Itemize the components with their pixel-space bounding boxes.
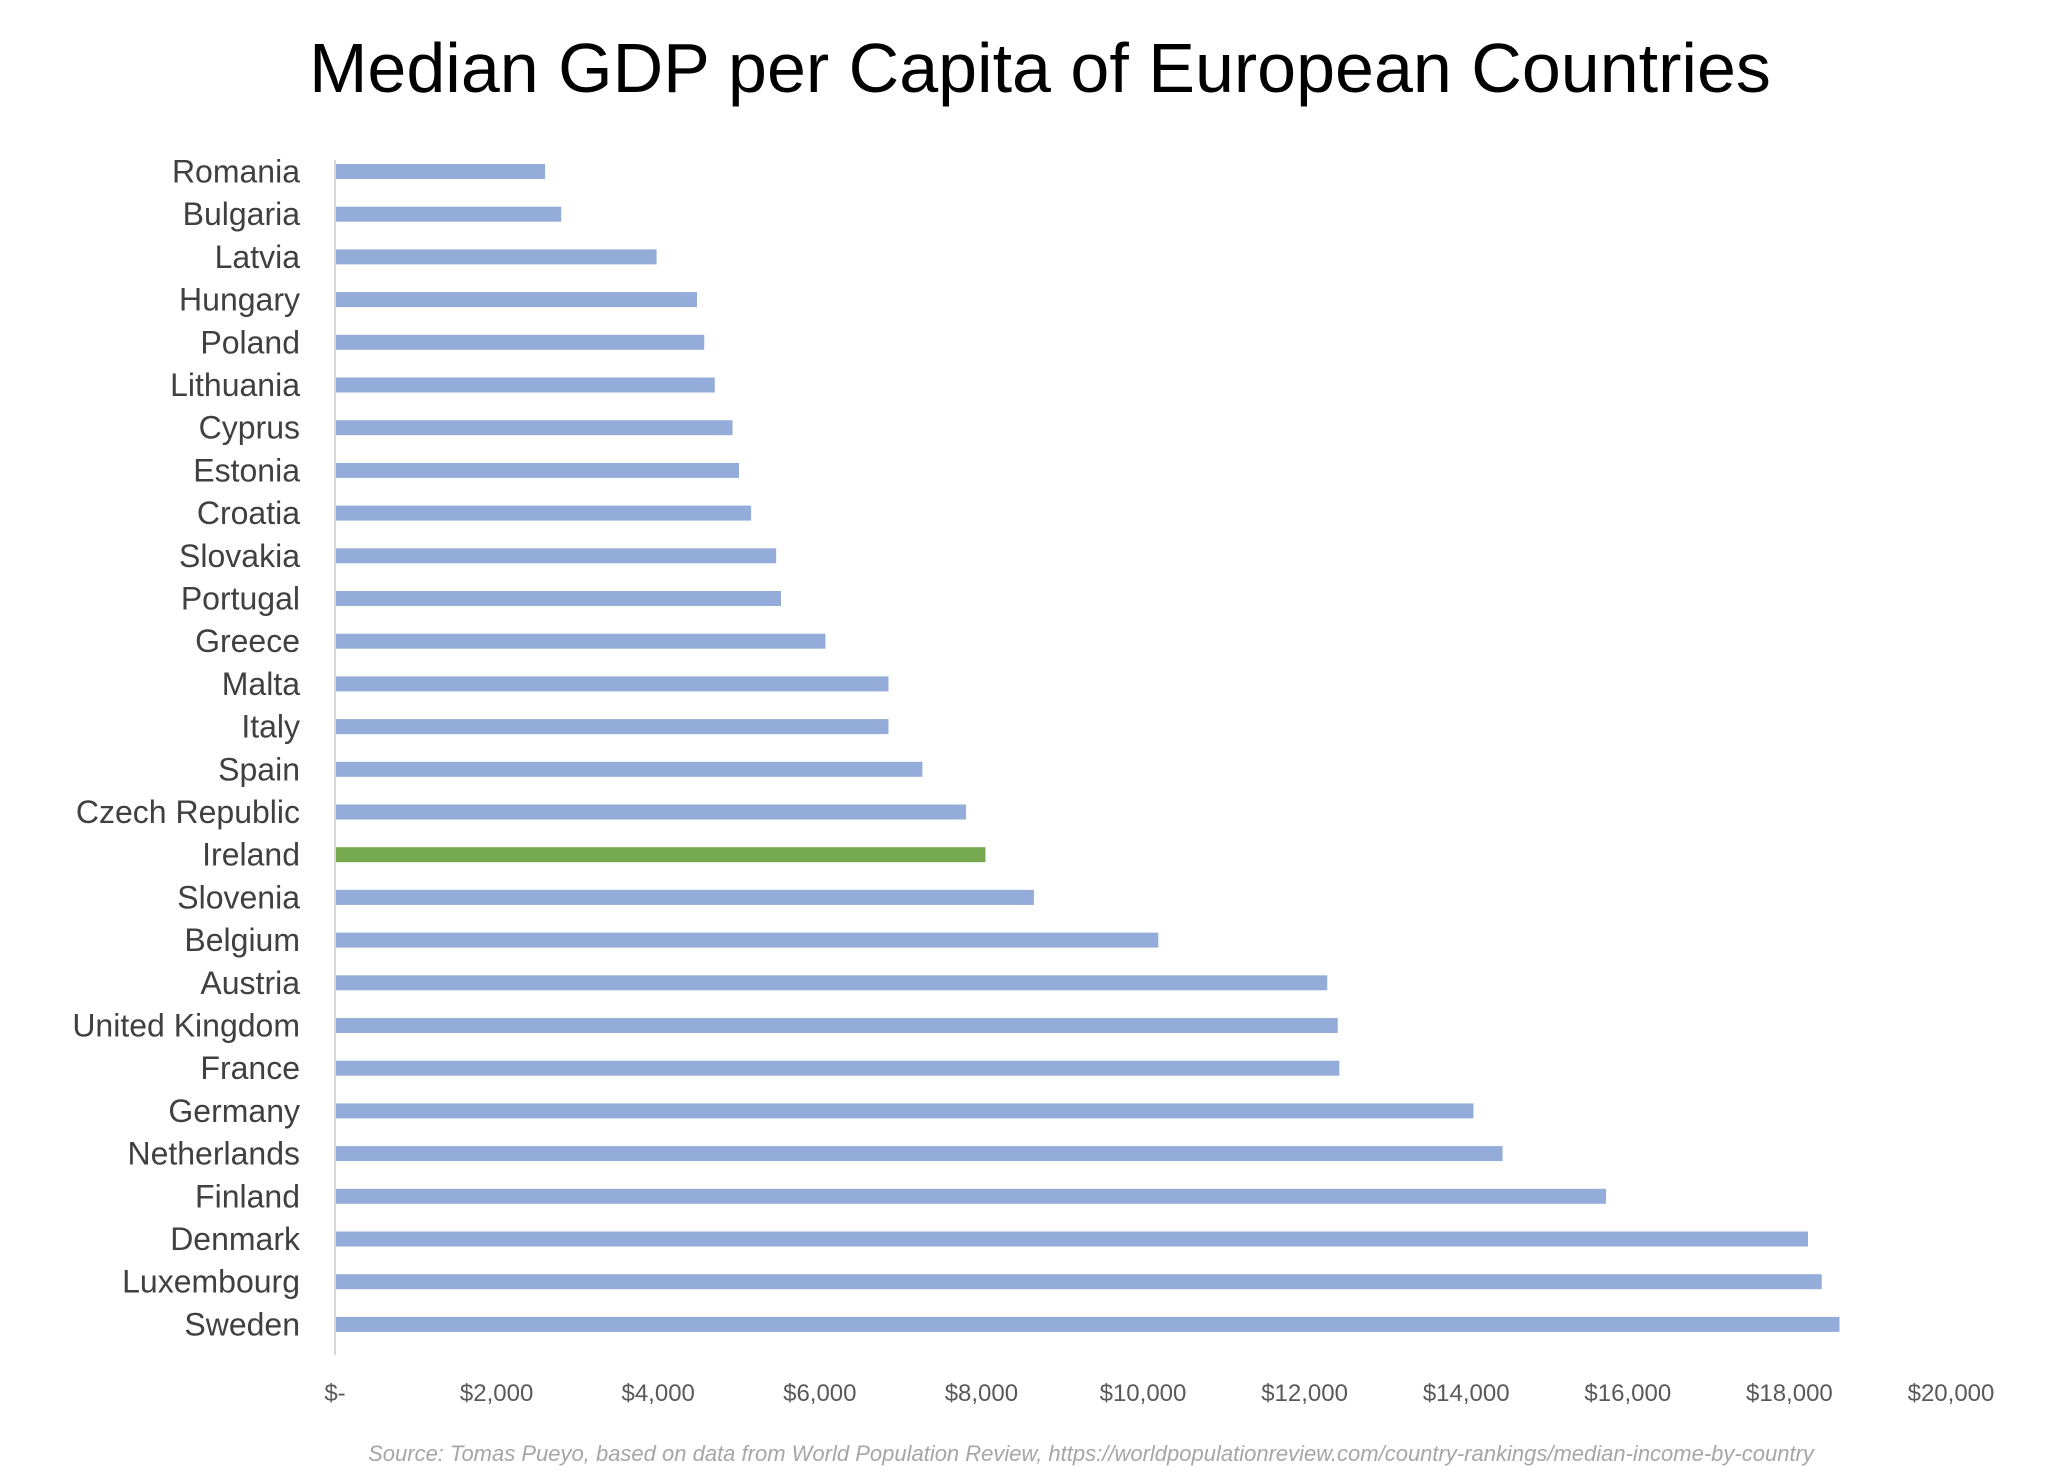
category-label-lithuania: Lithuania: [170, 367, 300, 403]
x-axis-tick-labels: $- $2,000 $4,000 $6,000 $8,000 $10,000 $12,000…: [324, 1380, 1994, 1407]
category-label-austria: Austria: [200, 965, 300, 1001]
category-label-slovenia: Slovenia: [177, 879, 300, 915]
category-label-latvia: Latvia: [215, 239, 301, 275]
bar-sweden: [335, 1316, 1840, 1332]
bar-estonia: [335, 462, 739, 478]
bars-group: [335, 164, 1840, 1332]
chart-title: Median GDP per Capita of European Countr…: [309, 29, 1771, 107]
bar-slovakia: [335, 548, 777, 564]
x-tick-label-4000: $4,000: [621, 1380, 694, 1407]
category-label-portugal: Portugal: [181, 581, 300, 617]
x-tick-label-14000: $14,000: [1423, 1380, 1510, 1407]
x-tick-label-0: $-: [324, 1380, 345, 1407]
category-label-czech-republic: Czech Republic: [76, 794, 300, 830]
category-label-denmark: Denmark: [170, 1221, 301, 1257]
bar-france: [335, 1060, 1340, 1076]
source-note: Source: Tomas Pueyo, based on data from …: [368, 1441, 1816, 1466]
category-label-poland: Poland: [200, 324, 300, 360]
category-label-sweden: Sweden: [184, 1306, 300, 1342]
category-label-croatia: Croatia: [197, 495, 300, 531]
bar-finland: [335, 1188, 1606, 1204]
x-tick-label-20000: $20,000: [1908, 1380, 1995, 1407]
bar-austria: [335, 975, 1328, 991]
bar-spain: [335, 761, 923, 777]
bar-belgium: [335, 932, 1159, 948]
category-label-finland: Finland: [195, 1178, 300, 1214]
category-label-bulgaria: Bulgaria: [183, 196, 301, 232]
x-tick-label-6000: $6,000: [783, 1380, 856, 1407]
bar-romania: [335, 164, 546, 179]
x-tick-label-8000: $8,000: [945, 1380, 1018, 1407]
bar-cyprus: [335, 420, 733, 436]
bar-slovenia: [335, 889, 1034, 905]
category-label-united-kingdom: United Kingdom: [72, 1008, 300, 1044]
category-label-ireland: Ireland: [202, 837, 300, 873]
bar-latvia: [335, 249, 657, 265]
category-label-greece: Greece: [195, 623, 300, 659]
category-label-france: France: [200, 1050, 300, 1086]
category-label-luxembourg: Luxembourg: [122, 1264, 300, 1300]
x-tick-label-2000: $2,000: [460, 1380, 533, 1407]
category-label-belgium: Belgium: [184, 922, 300, 958]
bar-italy: [335, 719, 889, 735]
category-label-cyprus: Cyprus: [199, 410, 300, 446]
bar-malta: [335, 676, 889, 692]
category-label-italy: Italy: [241, 709, 300, 745]
category-label-romania: Romania: [172, 154, 300, 190]
bar-hungary: [335, 292, 697, 308]
bar-poland: [335, 334, 705, 350]
bar-portugal: [335, 591, 782, 606]
bar-bulgaria: [335, 206, 562, 222]
bar-croatia: [335, 505, 752, 521]
category-label-estonia: Estonia: [193, 452, 300, 488]
category-label-germany: Germany: [168, 1093, 300, 1129]
bar-denmark: [335, 1231, 1808, 1247]
bar-ireland: [335, 847, 986, 863]
x-tick-label-18000: $18,000: [1746, 1380, 1833, 1407]
bar-germany: [335, 1103, 1474, 1119]
x-tick-label-10000: $10,000: [1100, 1380, 1187, 1407]
bar-czech-republic: [335, 804, 967, 820]
x-tick-label-16000: $16,000: [1584, 1380, 1671, 1407]
category-labels: Romania Bulgaria Latvia Hungary Poland Lithua…: [72, 154, 301, 1343]
category-label-hungary: Hungary: [179, 282, 300, 318]
bar-greece: [335, 633, 826, 649]
bar-lithuania: [335, 377, 715, 393]
category-label-netherlands: Netherlands: [127, 1136, 300, 1172]
bar-netherlands: [335, 1146, 1503, 1162]
x-tick-label-12000: $12,000: [1261, 1380, 1348, 1407]
bar-luxembourg: [335, 1274, 1822, 1290]
category-label-malta: Malta: [222, 666, 300, 702]
bar-united-kingdom: [335, 1018, 1338, 1033]
category-label-slovakia: Slovakia: [179, 538, 300, 574]
category-label-spain: Spain: [218, 751, 300, 787]
